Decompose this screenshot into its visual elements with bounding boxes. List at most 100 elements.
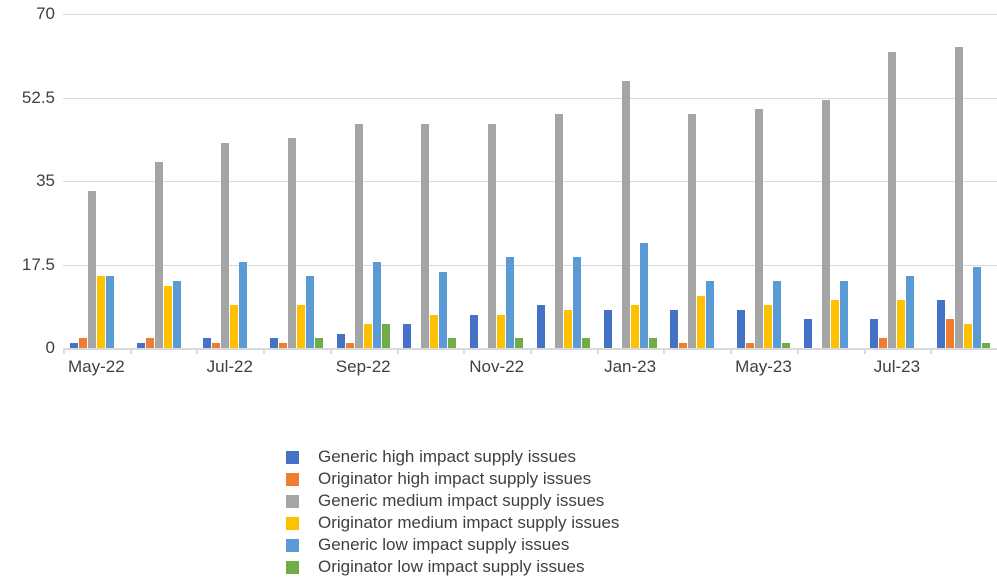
bar <box>670 310 679 348</box>
bar <box>648 338 657 348</box>
x-axis-tick <box>730 348 733 354</box>
x-axis-tick-label: Jul-23 <box>873 357 921 376</box>
legend-swatch <box>286 450 299 464</box>
bar-group <box>730 14 797 348</box>
x-axis-tick-label: Jul-22 <box>206 357 253 376</box>
bar <box>803 319 812 348</box>
bar <box>781 343 790 348</box>
legend-swatch <box>286 538 299 552</box>
bar <box>145 338 154 348</box>
bar <box>630 305 639 348</box>
bar <box>955 47 964 348</box>
bar <box>506 257 515 348</box>
bar-group <box>63 14 130 348</box>
bar <box>772 281 781 348</box>
x-axis-tick-label: May-22 <box>68 357 125 376</box>
bar <box>688 114 697 348</box>
bar <box>706 281 715 348</box>
bar <box>470 315 479 348</box>
bar <box>221 143 230 348</box>
bar <box>354 124 363 348</box>
legend-item: Generic high impact supply issues <box>286 446 619 468</box>
bar <box>830 300 839 348</box>
gridline <box>63 264 997 266</box>
x-axis-tick <box>63 348 65 354</box>
bar <box>581 338 590 348</box>
legend-swatch <box>286 494 299 508</box>
legend-label: Generic medium impact supply issues <box>318 491 605 510</box>
bar <box>736 310 745 348</box>
legend: Generic high impact supply issues Origina… <box>286 446 619 578</box>
x-axis-tick-label: Sep-22 <box>335 357 391 376</box>
x-axis-tick-label: Jan-23 <box>604 357 657 376</box>
bar <box>172 281 181 348</box>
bar <box>403 324 412 348</box>
y-axis-tick-label: 17.5 <box>21 254 55 274</box>
legend-item: Originator high impact supply issues <box>286 468 619 490</box>
legend-swatch <box>286 560 299 574</box>
legend-item: Originator low impact supply issues <box>286 556 619 578</box>
bar <box>96 276 105 348</box>
bar-group <box>663 14 730 348</box>
legend-label: Originator low impact supply issues <box>318 557 585 576</box>
bar <box>639 243 648 348</box>
bar <box>839 281 848 348</box>
bar <box>621 81 630 348</box>
bar <box>345 343 354 348</box>
x-axis-tick <box>463 348 466 354</box>
y-axis-tick-label: 35 <box>36 171 55 190</box>
legend-item: Generic medium impact supply issues <box>286 490 619 512</box>
bar <box>212 343 221 348</box>
bar-group <box>864 14 931 348</box>
x-axis-tick <box>329 348 332 354</box>
gridline <box>63 97 997 99</box>
bar-group <box>597 14 664 348</box>
bar <box>363 324 372 348</box>
bar <box>554 114 563 348</box>
x-axis-tick <box>129 348 132 354</box>
bar <box>372 262 381 348</box>
bar-group <box>196 14 263 348</box>
x-axis-tick <box>196 348 199 354</box>
bar <box>69 343 78 348</box>
x-axis-tick <box>530 348 532 354</box>
legend-label: Generic low impact supply issues <box>318 535 570 554</box>
bar <box>203 338 212 348</box>
bar <box>230 305 239 348</box>
bar <box>973 267 982 348</box>
bar <box>679 343 688 348</box>
bar <box>87 191 96 348</box>
bar <box>488 124 497 348</box>
bar <box>163 286 172 348</box>
bar-group <box>797 14 864 348</box>
legend-label: Originator medium impact supply issues <box>318 513 620 532</box>
y-axis-tick-label: 70 <box>36 4 55 23</box>
bar <box>381 324 390 348</box>
bar-group <box>397 14 464 348</box>
bar <box>906 276 915 348</box>
bar <box>888 52 897 348</box>
x-axis-tick <box>396 348 399 354</box>
bar <box>136 343 145 348</box>
bar <box>105 276 114 348</box>
bar <box>278 343 287 348</box>
bar <box>937 300 946 348</box>
bar-group <box>130 14 197 348</box>
gridline <box>63 14 997 15</box>
x-axis-tick-label: May-23 <box>735 357 792 376</box>
x-axis-tick <box>930 348 933 354</box>
gridline <box>63 181 997 182</box>
bar <box>821 100 830 348</box>
bar <box>536 305 545 348</box>
bar <box>603 310 612 348</box>
y-axis-tick-label: 0 <box>45 338 55 357</box>
y-axis-tick-label: 52.5 <box>21 87 55 107</box>
bar <box>763 305 772 348</box>
legend-swatch <box>286 472 299 486</box>
legend-label: Originator high impact supply issues <box>318 469 592 488</box>
bar <box>269 338 278 348</box>
bar <box>754 109 763 348</box>
bar <box>239 262 248 348</box>
bar <box>448 338 457 348</box>
